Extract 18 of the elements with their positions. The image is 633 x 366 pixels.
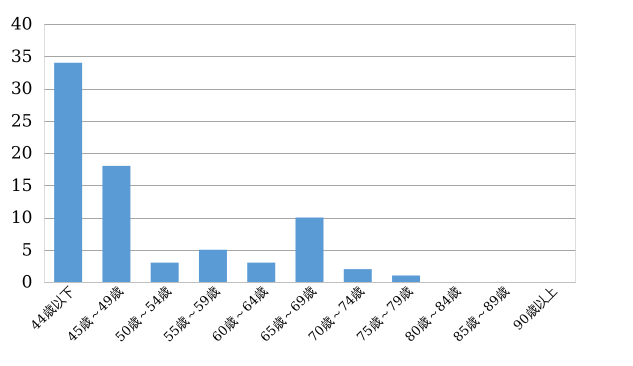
y-tick-label: 35 — [10, 46, 32, 67]
y-tick-label: 25 — [10, 111, 32, 132]
bar — [54, 62, 82, 282]
y-tick-label: 40 — [10, 14, 32, 34]
bar — [296, 218, 324, 282]
bar — [344, 269, 372, 282]
bar — [198, 250, 227, 282]
y-tick-label: 10 — [10, 208, 32, 228]
y-tick-label: 5 — [22, 240, 32, 260]
y-tick-label: 20 — [10, 144, 32, 164]
y-tick-label: 30 — [10, 79, 32, 99]
y-tick-label: 0 — [22, 272, 32, 292]
x-tick-label: 90歳以上 — [510, 284, 561, 334]
bar — [150, 262, 179, 282]
bar — [102, 166, 130, 282]
bar — [392, 276, 420, 282]
y-tick-label: 15 — [10, 176, 32, 196]
bar — [247, 262, 276, 282]
